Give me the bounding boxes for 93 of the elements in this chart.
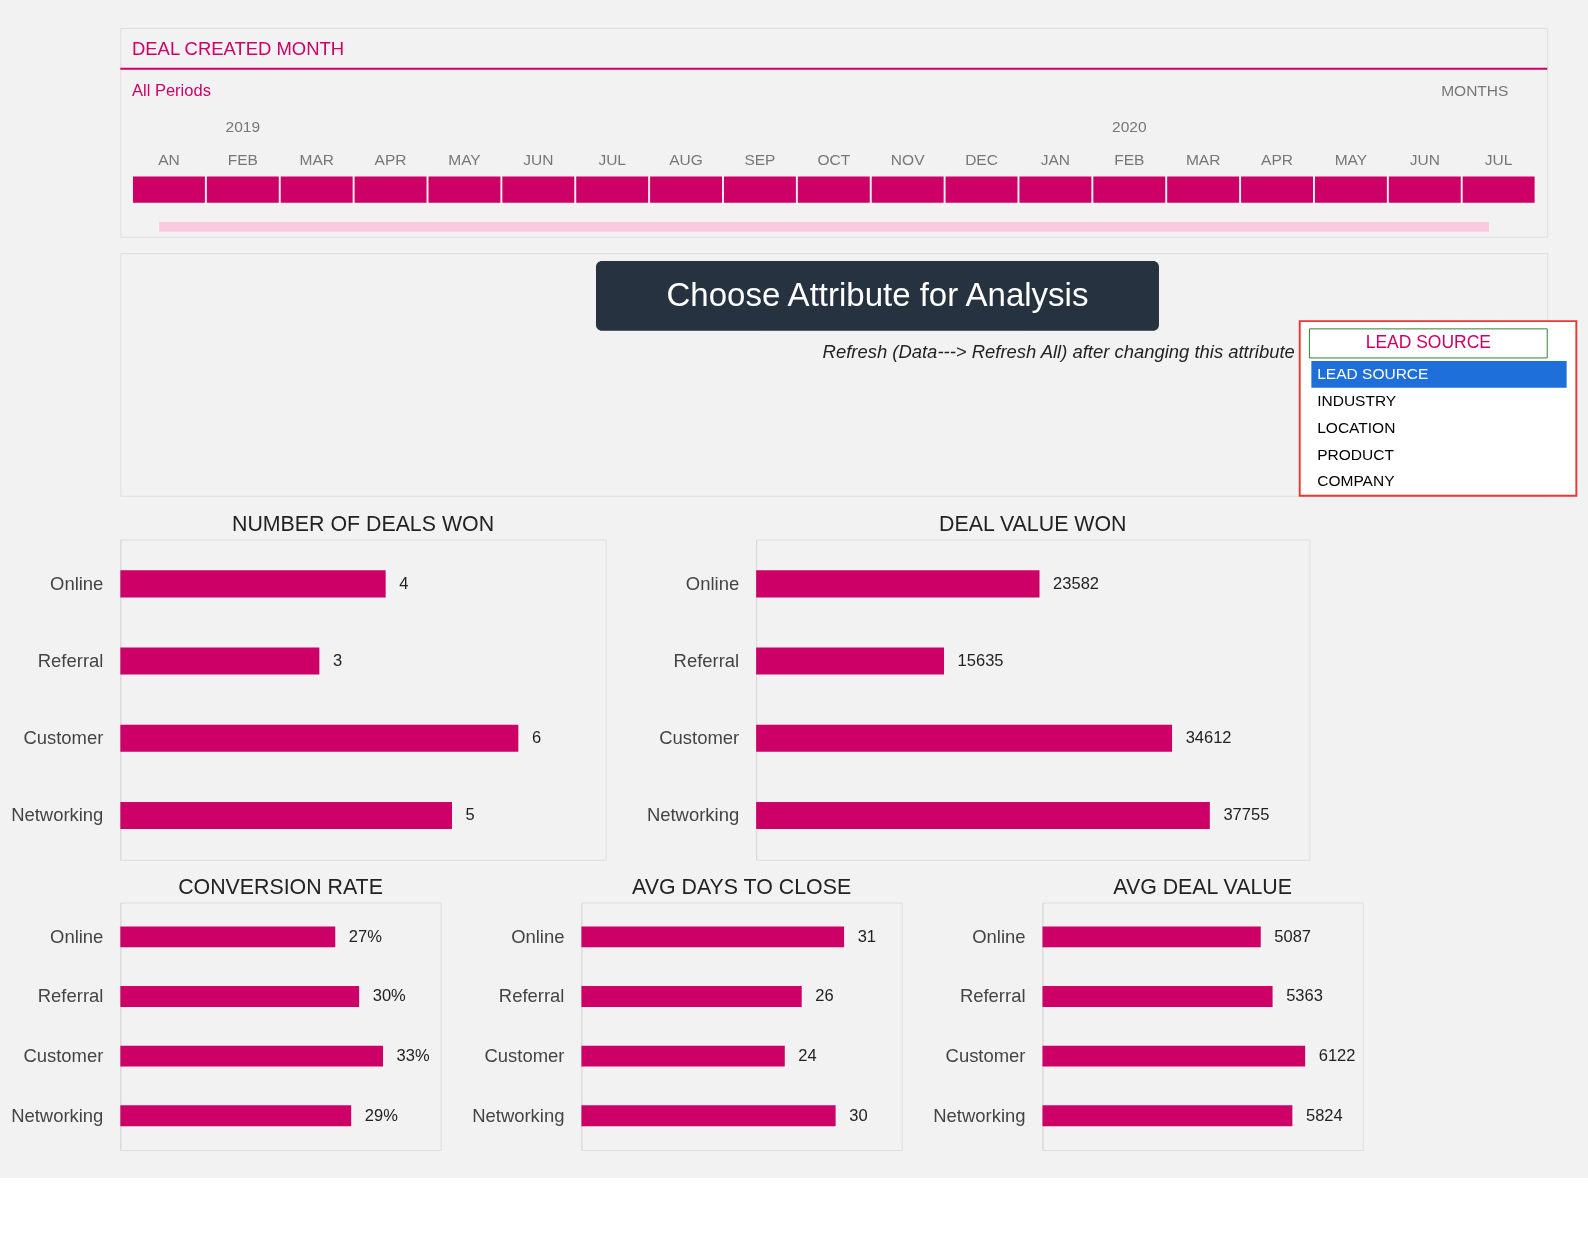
text: DEAL CREATED MONTH — [132, 38, 345, 60]
category-label: PRODUCT — [1317, 445, 1395, 463]
bar — [120, 926, 336, 948]
y-tick-label: Networking — [11, 1104, 104, 1126]
data-label: 5087 — [1274, 926, 1312, 945]
data-label: 6 — [531, 728, 542, 747]
bar — [581, 1045, 785, 1067]
chart-title: CONVERSION RATE — [178, 874, 383, 899]
data-label: 29% — [364, 1105, 399, 1124]
data-label: 23582 — [1053, 573, 1099, 592]
y-tick-label: Referral — [37, 649, 104, 671]
data-label: 26 — [815, 986, 834, 1005]
text: MONTHS — [1441, 81, 1509, 99]
text: Choose Attribute for Analysis — [666, 275, 1089, 313]
data-label: 30% — [372, 986, 407, 1005]
category-label: JUL — [598, 150, 627, 168]
bar — [120, 801, 452, 829]
bar — [756, 801, 1210, 829]
bar — [581, 1105, 836, 1127]
category-label: DEC — [965, 150, 998, 168]
data-label: 30 — [849, 1105, 868, 1124]
text: LEAD SOURCE — [1365, 332, 1491, 353]
text: 2020 — [1112, 117, 1147, 135]
bar — [120, 570, 386, 598]
y-tick-label: Online — [685, 572, 740, 594]
y-tick-label: Online — [972, 925, 1026, 947]
category-label: NOV — [890, 150, 926, 168]
y-tick-label: Customer — [484, 1044, 565, 1066]
category-label: APR — [374, 150, 407, 168]
category-label: AN — [158, 150, 180, 168]
y-tick-label: Referral — [959, 985, 1026, 1007]
category-label: FEB — [227, 150, 258, 168]
category-label: JUN — [523, 150, 554, 168]
category-label: INDUSTRY — [1317, 391, 1397, 409]
chart-title: AVG DEAL VALUE — [1113, 874, 1293, 899]
y-tick-label: Referral — [673, 649, 740, 671]
y-tick-label: Referral — [37, 985, 104, 1007]
data-label: 31 — [857, 926, 877, 945]
category-label: AUG — [669, 150, 703, 168]
data-label: 3 — [332, 650, 343, 669]
bar — [120, 647, 320, 675]
data-label: 5 — [465, 805, 475, 824]
y-tick-label: Customer — [945, 1044, 1026, 1066]
data-label: 15635 — [957, 650, 1004, 669]
data-label: 6122 — [1318, 1045, 1356, 1064]
y-tick-label: Online — [511, 925, 565, 947]
bar — [581, 926, 845, 948]
category-label: SEP — [744, 150, 776, 168]
text: Refresh (Data---> Refresh All) after changing this attribute — [822, 340, 1295, 362]
category-label: JUN — [1409, 150, 1440, 168]
y-tick-label: Online — [50, 572, 104, 594]
category-label: LOCATION — [1317, 418, 1396, 436]
category-label: MAR — [1185, 150, 1221, 168]
y-tick-label: Customer — [23, 1044, 104, 1066]
bar — [120, 986, 360, 1007]
y-tick-label: Online — [50, 925, 104, 947]
category-label: APR — [1261, 150, 1293, 168]
category-label: JAN — [1040, 150, 1071, 168]
y-tick-label: Networking — [472, 1104, 565, 1126]
category-label: MAR — [299, 150, 334, 168]
bar — [581, 986, 802, 1007]
category-label: OCT — [817, 150, 851, 168]
chart-title: DEAL VALUE WON — [939, 511, 1127, 536]
category-label: JUL — [1484, 150, 1513, 168]
category-label: MAY — [448, 150, 482, 168]
y-tick-label: Customer — [23, 727, 104, 749]
y-tick-label: Networking — [646, 804, 740, 826]
text: 2019 — [225, 117, 261, 135]
data-label: 37755 — [1223, 805, 1270, 824]
data-label: 33% — [396, 1045, 430, 1064]
data-label: 24 — [798, 1045, 817, 1064]
bar — [120, 724, 519, 752]
y-tick-label: Referral — [498, 985, 565, 1007]
bar — [120, 1105, 352, 1127]
category-label: FEB — [1114, 150, 1145, 168]
data-label: 5363 — [1286, 986, 1323, 1005]
bar — [756, 647, 945, 675]
bar — [120, 1045, 384, 1067]
data-label: 4 — [399, 573, 409, 592]
y-tick-label: Customer — [659, 727, 740, 749]
category-label: LEAD SOURCE — [1317, 365, 1429, 383]
data-label: 5824 — [1305, 1105, 1343, 1124]
category-label: MAY — [1334, 150, 1368, 168]
bar — [756, 724, 1173, 752]
data-label: 34612 — [1185, 728, 1232, 747]
chart-title: NUMBER OF DEALS WON — [231, 511, 495, 536]
y-tick-label: Networking — [11, 804, 104, 826]
text: All Periods — [132, 80, 211, 99]
bar — [756, 570, 1040, 598]
data-label: 27% — [348, 926, 383, 945]
category-label: COMPANY — [1317, 472, 1396, 490]
chart-title: AVG DAYS TO CLOSE — [632, 874, 852, 899]
y-tick-label: Networking — [933, 1104, 1026, 1126]
